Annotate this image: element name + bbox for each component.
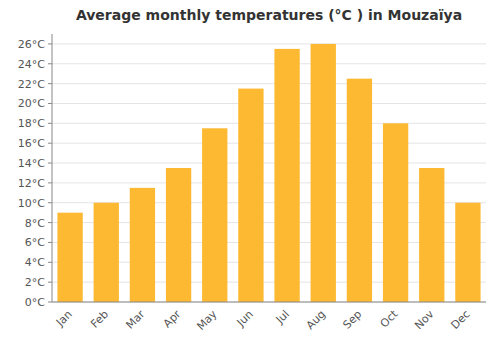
y-tick-label: 2°C <box>25 276 45 289</box>
y-tick <box>48 222 52 223</box>
y-tick-label: 20°C <box>18 97 45 110</box>
y-tick-label: 24°C <box>18 58 45 71</box>
y-tick <box>48 143 52 144</box>
grid-line <box>52 302 486 303</box>
x-tick-label: Nov <box>412 307 437 332</box>
bar <box>166 168 191 302</box>
bar <box>238 89 263 302</box>
x-tick-label: Jun <box>234 308 256 330</box>
grid-line <box>52 63 486 64</box>
y-tick <box>48 282 52 283</box>
bar <box>57 213 82 302</box>
y-tick-label: 22°C <box>18 78 45 91</box>
y-tick <box>48 202 52 203</box>
y-grid <box>52 44 486 302</box>
chart-svg: Average monthly temperatures (°C ) in Mo… <box>0 0 500 350</box>
y-tick-label: 10°C <box>18 197 45 210</box>
x-tick-label: Mar <box>123 307 147 331</box>
chart-container: Average monthly temperatures (°C ) in Mo… <box>0 0 500 350</box>
y-tick-label: 4°C <box>25 256 45 269</box>
grid-line <box>52 143 486 144</box>
x-tick-label: Aug <box>304 308 328 332</box>
bar <box>94 203 119 302</box>
bar <box>455 203 480 302</box>
y-axis-line <box>52 34 53 302</box>
x-tick-label: Apr <box>161 307 184 330</box>
grid-line <box>52 103 486 104</box>
x-tick-label: Oct <box>378 307 401 330</box>
y-tick <box>48 43 52 44</box>
y-tick <box>48 103 52 104</box>
y-tick-label: 26°C <box>18 38 45 51</box>
x-tick-label: Jan <box>53 308 75 330</box>
bar <box>419 168 444 302</box>
bar <box>130 188 155 302</box>
x-tick-label: Sep <box>340 308 364 332</box>
x-tick-label: Feb <box>88 308 111 331</box>
y-tick <box>48 83 52 84</box>
y-tick-label: 8°C <box>25 217 45 230</box>
bars <box>57 44 480 302</box>
grid-line <box>52 43 486 44</box>
grid-line <box>52 83 486 84</box>
x-tick-label: Jul <box>273 308 292 327</box>
y-tick <box>48 262 52 263</box>
y-tick-label: 18°C <box>18 117 45 130</box>
x-axis-line <box>52 302 486 303</box>
bar <box>274 49 299 302</box>
y-tick-label: 14°C <box>18 157 45 170</box>
y-tick-label: 16°C <box>18 137 45 150</box>
grid-line <box>52 123 486 124</box>
y-tick <box>48 123 52 124</box>
y-tick <box>48 302 52 303</box>
bar <box>347 79 372 302</box>
grid-line <box>52 163 486 164</box>
y-tick-label: 0°C <box>25 296 45 309</box>
y-tick <box>48 242 52 243</box>
bar <box>383 123 408 302</box>
chart-title: Average monthly temperatures (°C ) in Mo… <box>76 7 462 23</box>
x-tick-label: Dec <box>449 308 473 332</box>
y-tick-label: 12°C <box>18 177 45 190</box>
y-tick <box>48 182 52 183</box>
y-tick-labels: 0°C 2°C 4°C 6°C 8°C 10°C 12°C 14°C 16°C 18°C 20°C 2… <box>18 38 52 309</box>
y-tick-label: 6°C <box>25 236 45 249</box>
bar <box>202 128 227 302</box>
x-tick-labels: Jan Feb Mar Apr May Jun Jul Aug Sep Oct Nov Dec <box>53 307 473 333</box>
x-tick-label: May <box>194 307 220 333</box>
y-tick <box>48 163 52 164</box>
bar <box>311 44 336 302</box>
y-tick <box>48 63 52 64</box>
